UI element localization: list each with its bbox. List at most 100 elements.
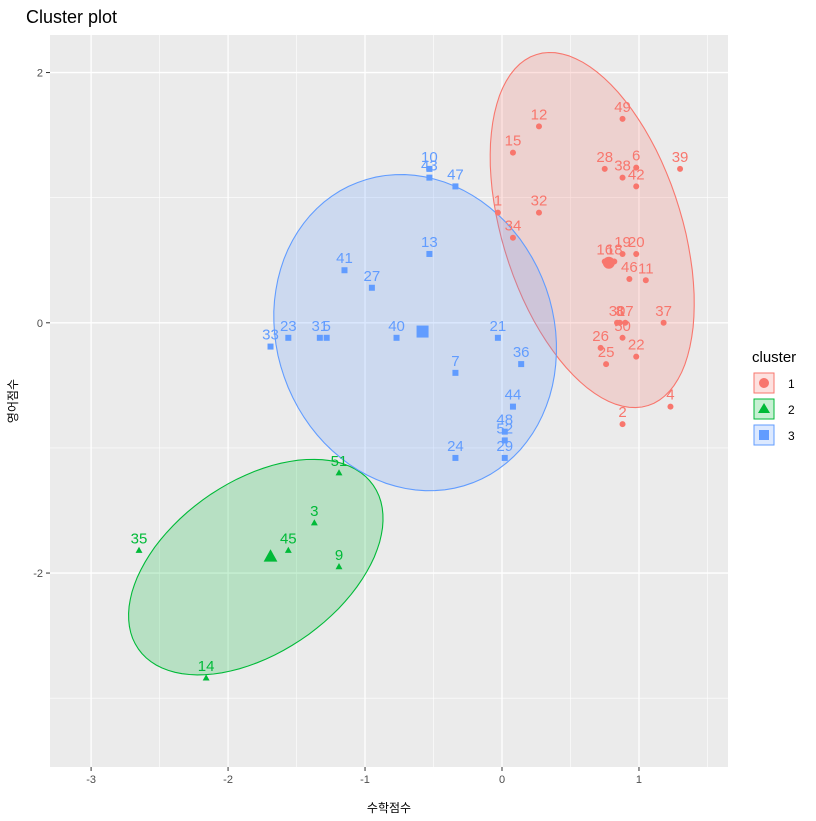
cluster-1-point [535, 209, 542, 216]
cluster-3-point [426, 165, 433, 172]
cluster-3-point [452, 183, 459, 190]
cluster-3-point [285, 334, 292, 341]
cluster-3-point [341, 267, 348, 274]
point-label: 48 [496, 412, 513, 429]
point-label: 15 [505, 133, 522, 150]
cluster-1-ellipse [489, 51, 695, 409]
legend: cluster 1 2 3 [752, 349, 796, 446]
point-label: 29 [496, 438, 513, 455]
point-label: 23 [280, 318, 297, 335]
point-label: 18 [606, 241, 623, 258]
y-axis-title: 영어점수 [6, 379, 20, 423]
cluster-1-point [619, 334, 626, 341]
cluster-3-point [501, 437, 508, 444]
cluster-3-point [501, 454, 508, 461]
point-label: 38 [614, 158, 631, 175]
point-label: 24 [447, 438, 464, 455]
cluster-1-point [660, 319, 667, 326]
point-labels: 1246811121516171819202225262830323437383… [131, 99, 689, 675]
cluster-1-point [597, 344, 604, 351]
y-tick-label: 0 [37, 318, 43, 330]
x-axis-title: 수학점수 [367, 801, 411, 815]
point-label: 34 [505, 218, 522, 235]
point-label: 31 [311, 318, 328, 335]
cluster-2-center [263, 549, 278, 562]
cluster-2-point [335, 469, 343, 476]
cluster-2-point [284, 546, 292, 553]
point-label: 47 [447, 166, 464, 183]
cluster-3-point [393, 334, 400, 341]
cluster-1-point [535, 123, 542, 130]
point-label: 46 [621, 259, 638, 276]
point-label: 51 [331, 453, 348, 470]
cluster-2-point [135, 546, 143, 553]
point-label: 11 [638, 260, 654, 277]
point-label: 5 [323, 318, 331, 335]
point-label: 25 [598, 344, 615, 361]
point-label: 13 [421, 234, 438, 251]
cluster-3-point [501, 428, 508, 435]
y-axis-ticks: -2 0 2 [33, 68, 50, 580]
cluster-1-point [633, 183, 640, 190]
cluster-3-point [426, 174, 433, 181]
point-label: 36 [513, 344, 530, 361]
chart-title: Cluster plot [26, 7, 117, 27]
point-label: 50 [614, 318, 631, 335]
point-label: 32 [531, 193, 548, 210]
cluster-1-point [603, 361, 610, 368]
cluster-3-point [426, 250, 433, 257]
point-label: 42 [628, 166, 645, 183]
plot-panel [50, 35, 728, 767]
point-label: 49 [614, 99, 631, 116]
cluster-1-point [642, 277, 649, 284]
legend-symbol [758, 403, 770, 413]
data-points [135, 115, 684, 681]
point-label: 43 [421, 158, 438, 175]
cluster-1-point [509, 234, 516, 241]
cluster-3-center [416, 325, 429, 338]
cluster-1-point [626, 276, 633, 282]
legend-symbol [759, 430, 769, 440]
cluster-1-point [619, 174, 626, 181]
point-label: 17 [617, 303, 634, 320]
cluster-1-center [602, 256, 615, 269]
point-label: 19 [614, 234, 631, 251]
cluster-3-point [518, 361, 525, 368]
point-label: 26 [592, 328, 609, 345]
x-tick-label: 0 [499, 774, 505, 786]
legend-symbol [759, 378, 769, 388]
legend-label-1: 1 [788, 377, 795, 391]
legend-title: cluster [752, 349, 796, 366]
cluster-1-point [614, 319, 621, 326]
cluster-3-point [323, 334, 330, 341]
cluster-2-point [202, 674, 210, 681]
cluster-3-point [316, 334, 323, 341]
point-label: 44 [505, 387, 522, 404]
cluster-1-point [619, 115, 626, 122]
cluster-3-point [368, 284, 375, 291]
point-label: 2 [618, 404, 626, 421]
cluster-1-point [633, 250, 640, 257]
grid [50, 35, 728, 767]
point-label: 40 [388, 318, 405, 335]
point-label: 45 [280, 531, 297, 548]
cluster-3-point [494, 334, 501, 341]
cluster-3-point [452, 454, 459, 461]
point-label: 28 [596, 149, 613, 166]
point-label: 16 [596, 241, 613, 258]
point-label: 14 [198, 658, 215, 675]
point-label: 35 [131, 531, 148, 548]
legend-label-3: 3 [788, 429, 795, 443]
point-label: 33 [262, 327, 279, 344]
cluster-1-point [619, 421, 626, 428]
x-tick-label: 1 [636, 774, 642, 786]
cluster-1-point [509, 149, 516, 156]
point-label: 10 [421, 149, 438, 166]
legend-label-2: 2 [788, 403, 795, 417]
point-label: 21 [490, 318, 507, 335]
point-label: 12 [531, 106, 548, 123]
point-label: 52 [496, 420, 513, 437]
point-label: 8 [616, 303, 624, 320]
point-label: 6 [632, 148, 640, 165]
